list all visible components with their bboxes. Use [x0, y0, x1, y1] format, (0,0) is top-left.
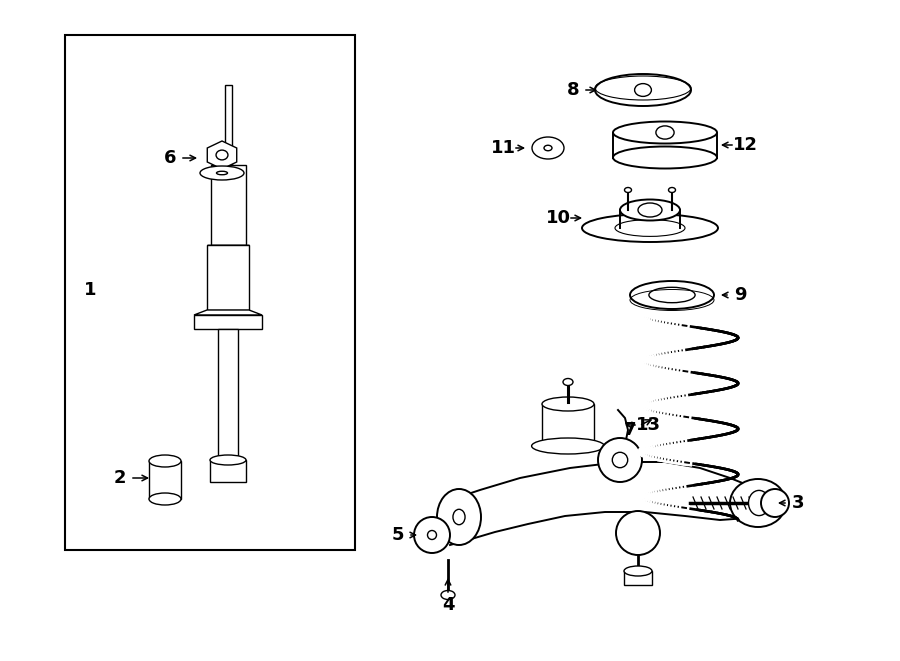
Text: 7: 7 [624, 421, 636, 439]
Polygon shape [194, 310, 262, 315]
Bar [218, 329, 238, 460]
Ellipse shape [453, 509, 465, 525]
Ellipse shape [149, 493, 181, 505]
Ellipse shape [200, 166, 244, 180]
Bar [149, 461, 181, 499]
Bar [211, 165, 246, 245]
Ellipse shape [749, 490, 770, 516]
Ellipse shape [616, 511, 660, 555]
Ellipse shape [441, 590, 455, 600]
Bar [210, 460, 246, 482]
Text: 9: 9 [734, 286, 746, 304]
Ellipse shape [612, 452, 627, 468]
Bar [207, 245, 249, 310]
Text: 5: 5 [392, 526, 404, 544]
Ellipse shape [563, 379, 573, 385]
Ellipse shape [625, 188, 632, 192]
Ellipse shape [598, 438, 642, 482]
Ellipse shape [656, 126, 674, 139]
Ellipse shape [532, 438, 605, 454]
Bar [194, 315, 262, 329]
Bar [624, 571, 652, 585]
Bar [65, 35, 355, 550]
Ellipse shape [624, 566, 652, 576]
Bar [542, 404, 594, 446]
Ellipse shape [613, 122, 717, 143]
Text: 13: 13 [635, 416, 661, 434]
Ellipse shape [582, 214, 718, 242]
Polygon shape [211, 165, 246, 170]
Ellipse shape [216, 150, 228, 160]
Text: 8: 8 [567, 81, 580, 99]
Ellipse shape [149, 455, 181, 467]
Text: 1: 1 [84, 281, 96, 299]
Text: 2: 2 [113, 469, 126, 487]
Polygon shape [207, 141, 237, 169]
Ellipse shape [428, 531, 436, 539]
Ellipse shape [620, 200, 680, 221]
Ellipse shape [532, 137, 564, 159]
Ellipse shape [595, 74, 691, 106]
Ellipse shape [217, 171, 228, 175]
Ellipse shape [210, 455, 246, 465]
Ellipse shape [634, 83, 652, 97]
Text: 3: 3 [792, 494, 805, 512]
Ellipse shape [630, 281, 714, 309]
Ellipse shape [669, 188, 676, 192]
Ellipse shape [730, 479, 786, 527]
Ellipse shape [638, 203, 662, 217]
Ellipse shape [613, 147, 717, 169]
Ellipse shape [649, 288, 695, 303]
Text: 12: 12 [733, 136, 758, 154]
Text: 10: 10 [545, 209, 571, 227]
Ellipse shape [544, 145, 552, 151]
Ellipse shape [761, 489, 789, 517]
Ellipse shape [414, 517, 450, 553]
Ellipse shape [542, 397, 594, 411]
Ellipse shape [437, 489, 481, 545]
Text: 4: 4 [442, 596, 454, 614]
Text: 6: 6 [164, 149, 176, 167]
Bar [224, 85, 231, 165]
Text: 11: 11 [491, 139, 516, 157]
